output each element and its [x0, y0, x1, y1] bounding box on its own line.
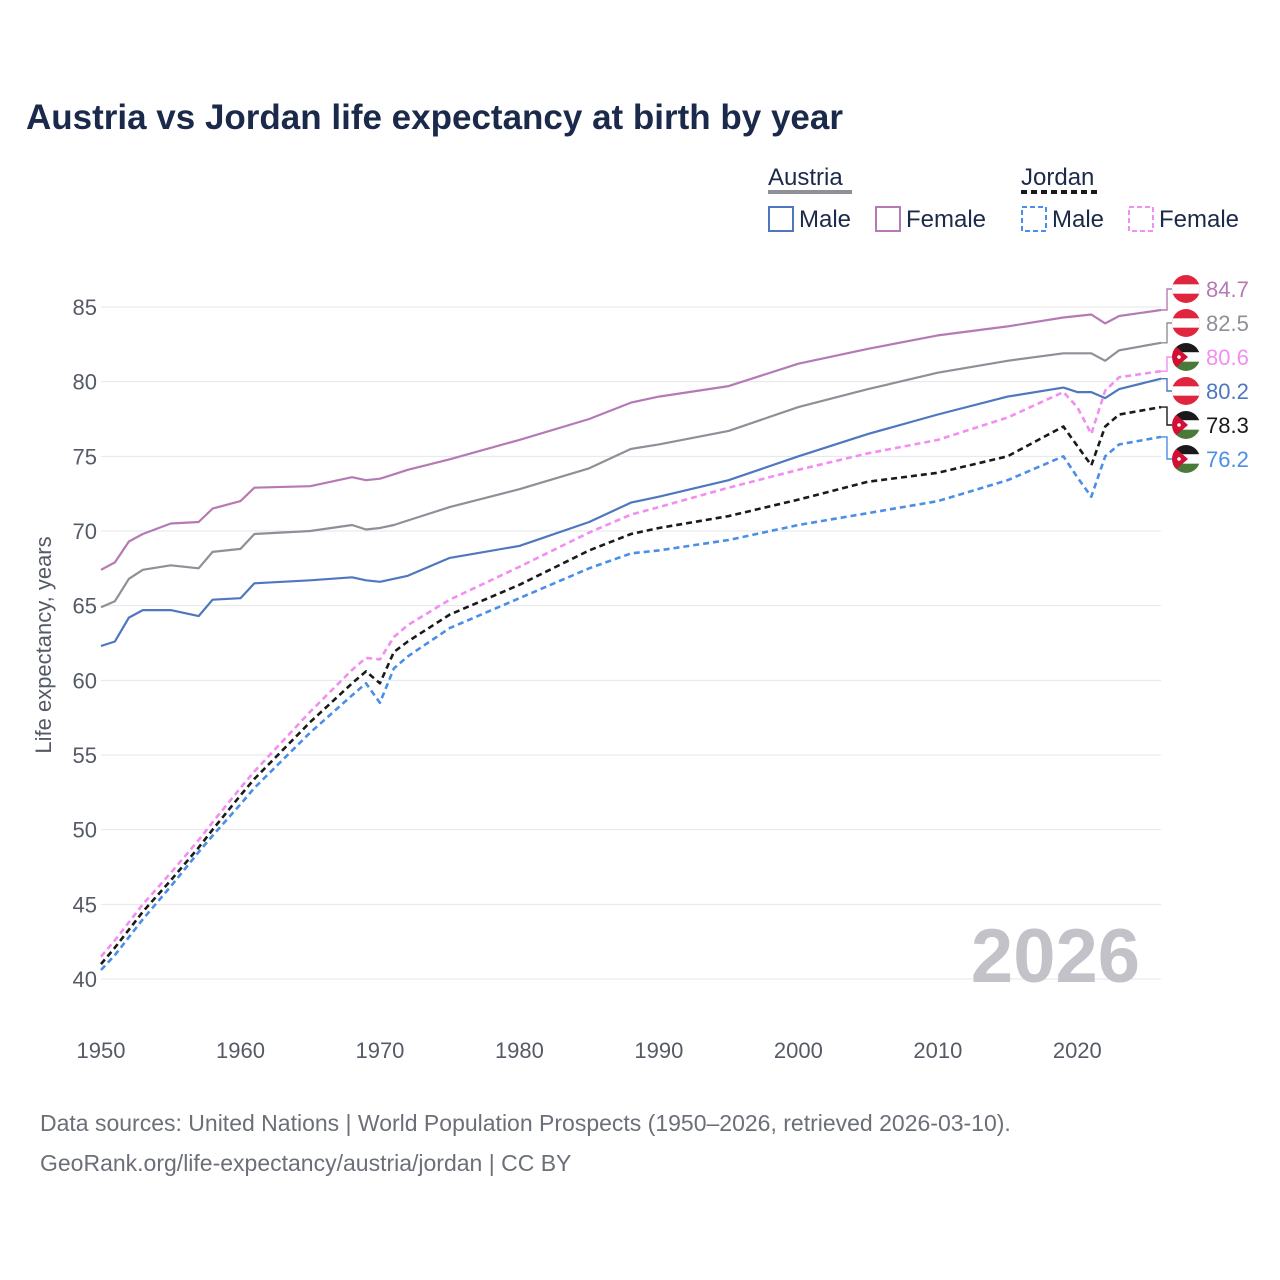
end-leader-austria-male — [1161, 378, 1173, 392]
legend-jordan-female-label: Female — [1159, 206, 1239, 233]
x-axis-ticks: 1950 1960 1970 1980 1990 2000 2010 2020 — [77, 1038, 1102, 1063]
legend-austria-male-swatch — [768, 206, 794, 232]
source-line-1: Data sources: United Nations | World Pop… — [40, 1110, 1011, 1136]
end-labels: 84.7 82.5 80.6 80.2 78.3 76.2 — [1161, 275, 1249, 473]
legend: Austria Male Female Jordan Male Female — [768, 164, 1239, 233]
y-tick-label: 80 — [73, 370, 97, 395]
y-tick-label: 55 — [73, 743, 97, 768]
legend-jordan-male-label: Male — [1052, 206, 1104, 233]
legend-jordan-female-swatch — [1128, 206, 1154, 232]
y-axis-label: Life expectancy, years — [31, 536, 56, 753]
x-tick-label: 1990 — [634, 1038, 683, 1063]
end-label-jordan-male: 76.2 — [1206, 447, 1249, 472]
end-leader-jordan-male — [1161, 436, 1173, 460]
austria-flag-icon — [1172, 309, 1200, 337]
y-tick-label: 85 — [73, 295, 97, 320]
legend-austria-female-label: Female — [906, 206, 986, 233]
chart-title: Austria vs Jordan life expectancy at bir… — [26, 98, 843, 137]
end-label-austria-female: 84.7 — [1206, 277, 1249, 302]
y-axis-ticks: 40 45 50 55 60 65 70 75 80 85 — [73, 295, 97, 992]
series-line-austria-total — [100, 341, 1162, 609]
end-leader-jordan-female — [1161, 356, 1173, 372]
x-tick-label: 2020 — [1053, 1038, 1102, 1063]
end-label-jordan-total: 78.3 — [1206, 413, 1249, 438]
x-tick-label: 1980 — [495, 1038, 544, 1063]
jordan-flag-icon — [1172, 343, 1200, 371]
x-tick-label: 2010 — [913, 1038, 962, 1063]
series-line-jordan-total — [100, 405, 1162, 965]
source-line-2: GeoRank.org/life-expectancy/austria/jord… — [40, 1150, 571, 1176]
series-lines — [100, 308, 1162, 971]
year-watermark: 2026 — [971, 914, 1140, 999]
austria-flag-icon — [1172, 275, 1200, 303]
y-tick-label: 70 — [73, 519, 97, 544]
y-tick-label: 75 — [73, 444, 97, 469]
gridlines — [101, 306, 1161, 980]
end-label-jordan-female: 80.6 — [1206, 345, 1249, 370]
x-tick-label: 1970 — [355, 1038, 404, 1063]
end-leader-jordan-total — [1161, 406, 1173, 426]
y-tick-label: 45 — [73, 892, 97, 917]
jordan-flag-icon — [1172, 445, 1200, 473]
series-line-jordan-female — [100, 369, 1162, 958]
jordan-flag-icon — [1172, 411, 1200, 439]
legend-austria-female-swatch — [875, 206, 901, 232]
y-tick-label: 50 — [73, 818, 97, 843]
series-line-austria-female — [100, 308, 1162, 571]
x-tick-label: 1960 — [216, 1038, 265, 1063]
legend-austria-male-label: Male — [799, 206, 851, 233]
x-tick-label: 2000 — [774, 1038, 823, 1063]
y-tick-label: 40 — [73, 967, 97, 992]
end-label-austria-total: 82.5 — [1206, 311, 1249, 336]
austria-flag-icon — [1172, 377, 1200, 405]
legend-group-jordan: Jordan — [1021, 164, 1094, 191]
series-line-jordan-male — [100, 435, 1162, 971]
end-label-austria-male: 80.2 — [1206, 379, 1249, 404]
y-tick-label: 60 — [73, 668, 97, 693]
end-leader-austria-total — [1161, 322, 1173, 344]
legend-group-austria: Austria — [768, 164, 843, 191]
x-tick-label: 1950 — [77, 1038, 126, 1063]
end-leader-austria-female — [1161, 288, 1173, 311]
y-tick-label: 65 — [73, 594, 97, 619]
legend-jordan-male-swatch — [1021, 206, 1047, 232]
series-line-austria-male — [100, 377, 1162, 648]
